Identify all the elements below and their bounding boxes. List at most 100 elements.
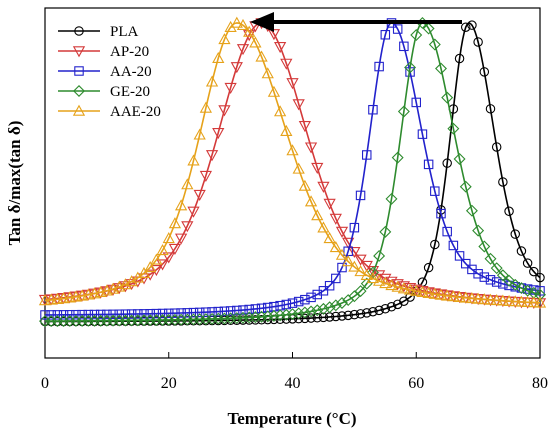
data-point [144, 314, 157, 327]
x-tick-label: 80 [532, 375, 548, 392]
data-point [391, 151, 404, 164]
data-point [182, 308, 193, 318]
data-point [57, 315, 70, 327]
data-point [207, 307, 217, 317]
data-point [304, 142, 318, 154]
data-point [397, 282, 411, 294]
data-point [355, 309, 366, 319]
data-point [199, 101, 213, 113]
data-point [329, 213, 342, 225]
data-point [52, 310, 63, 320]
data-point [498, 177, 508, 187]
data-point [133, 309, 143, 319]
data-point [100, 314, 113, 327]
data-point [107, 314, 120, 327]
data-point [255, 310, 268, 323]
data-point [355, 190, 366, 201]
data-point [447, 122, 460, 135]
data-point [261, 310, 274, 323]
data-point [280, 308, 293, 321]
data-point [230, 312, 243, 325]
data-point [157, 308, 168, 319]
data-point [337, 262, 347, 273]
data-point [442, 158, 452, 168]
legend-item: AAE-20 [58, 104, 161, 120]
data-point [317, 302, 330, 315]
data-point [306, 313, 316, 323]
data-point [286, 144, 299, 156]
data-point [138, 314, 150, 327]
data-point [176, 308, 186, 318]
x-tick-label: 40 [285, 375, 301, 392]
data-point [292, 99, 305, 111]
data-point [206, 312, 219, 325]
data-point [181, 221, 194, 233]
data-point [490, 294, 503, 306]
data-point [69, 314, 82, 327]
data-point [51, 315, 64, 328]
data-point [298, 306, 311, 319]
data-point [479, 272, 490, 282]
data-point [249, 36, 262, 48]
data-point [102, 309, 112, 320]
data-point [137, 266, 151, 278]
data-point [422, 22, 435, 35]
x-axis-ticks: 0 20 40 60 80 [41, 352, 548, 392]
data-point [342, 255, 355, 267]
data-point [324, 280, 335, 291]
legend-item: AP-20 [58, 44, 149, 60]
data-point [490, 262, 503, 275]
data-point [410, 29, 423, 41]
data-point [368, 104, 378, 115]
data-point [156, 259, 169, 271]
data-point [212, 128, 225, 140]
legend-label: AP-20 [110, 44, 149, 60]
data-point [162, 252, 175, 264]
data-point [256, 303, 267, 314]
data-point [76, 314, 89, 327]
data-point [416, 285, 429, 298]
data-point [521, 295, 534, 307]
data-point [74, 66, 84, 76]
data-point [306, 292, 316, 303]
data-point [300, 294, 310, 305]
data-point [225, 315, 236, 326]
data-point [459, 180, 472, 193]
data-point [58, 310, 69, 320]
data-point [286, 78, 299, 90]
data-point [354, 285, 367, 298]
data-point [471, 292, 485, 304]
data-point [479, 67, 490, 77]
data-point [187, 154, 200, 166]
data-point [454, 53, 465, 64]
data-point [386, 302, 397, 312]
data-point [205, 75, 219, 87]
data-point [212, 51, 225, 63]
data-point [83, 309, 94, 320]
data-point [224, 82, 237, 95]
data-point [287, 298, 298, 308]
data-point [273, 41, 287, 54]
data-point [213, 306, 224, 317]
series-ge-20 [39, 16, 546, 328]
data-point [125, 314, 138, 327]
data-point [255, 50, 268, 62]
data-point [317, 221, 330, 233]
data-point [533, 296, 547, 308]
legend-label: AA-20 [110, 64, 152, 80]
data-point [430, 186, 440, 196]
data-point [397, 105, 410, 118]
data-point [460, 22, 471, 32]
data-point [261, 67, 274, 79]
data-point [187, 313, 200, 326]
data-point [77, 309, 87, 320]
data-point [422, 286, 435, 299]
data-point [250, 304, 261, 314]
data-point [72, 104, 86, 116]
data-point [88, 314, 101, 327]
data-point [150, 314, 163, 327]
data-point [311, 162, 324, 174]
data-point [236, 44, 250, 56]
data-point [232, 305, 242, 316]
data-point [335, 226, 349, 238]
